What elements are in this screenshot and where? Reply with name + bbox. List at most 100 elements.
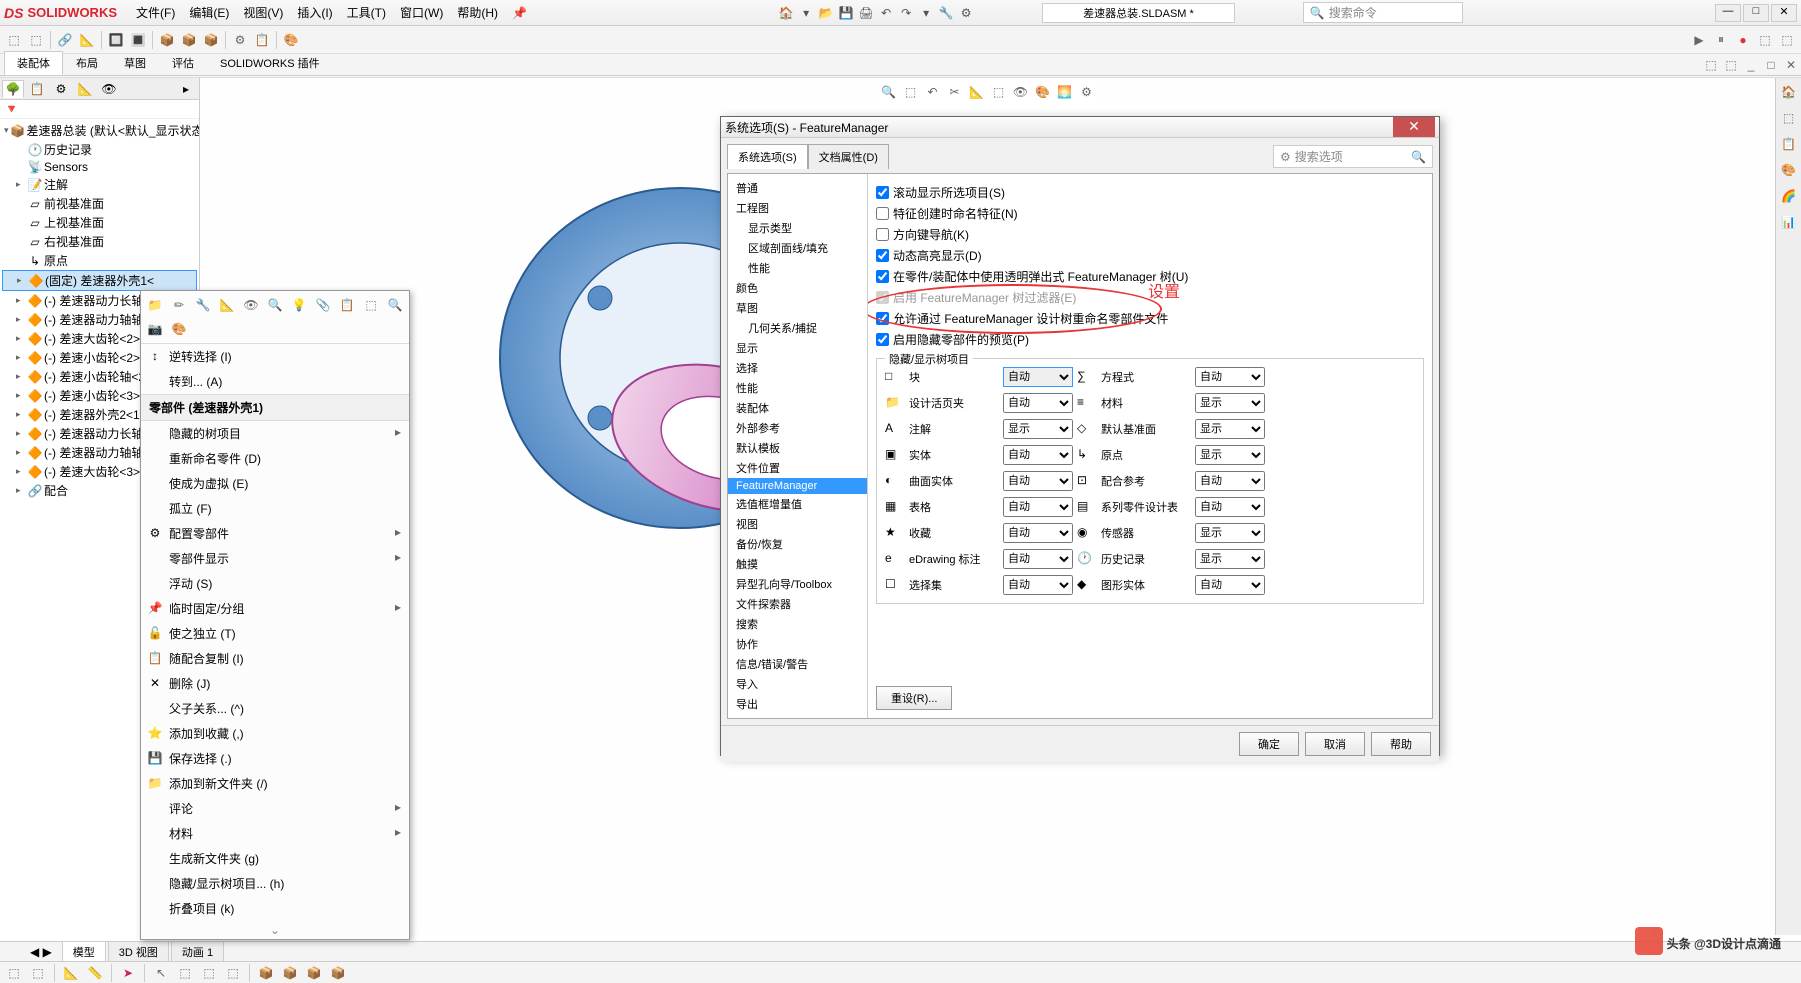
checkbox-row[interactable]: 方向键导航(K) — [876, 224, 1424, 245]
checkbox-row[interactable]: 启用隐藏零部件的预览(P) — [876, 329, 1424, 350]
checkbox-row[interactable]: 滚动显示所选项目(S) — [876, 182, 1424, 203]
ctx-tb-icon[interactable]: 👁 — [241, 295, 261, 315]
ctx-item[interactable]: ⭐添加到收藏 (,) — [141, 721, 409, 746]
view-orient-icon[interactable]: 📐 — [967, 82, 987, 102]
dialog-category[interactable]: 选值框增量值 — [728, 494, 867, 514]
tree-tab-more-icon[interactable]: ▸ — [175, 80, 197, 98]
tree-node[interactable]: ▱前视基准面 — [2, 194, 197, 213]
dropdown-select[interactable]: 自动 — [1003, 367, 1073, 387]
ctx-item[interactable]: 使成为虚拟 (E) — [141, 471, 409, 496]
ctx-tb-icon[interactable]: ⬚ — [361, 295, 381, 315]
sidebar-icon[interactable]: ⬚ — [1779, 108, 1799, 128]
maximize-button[interactable]: □ — [1743, 4, 1769, 22]
sidebar-icon[interactable]: 📋 — [1779, 134, 1799, 154]
ctx-tb-icon[interactable]: 📎 — [313, 295, 333, 315]
dialog-category[interactable]: 装配体 — [728, 398, 867, 418]
sb-icon[interactable]: ⬚ — [199, 963, 219, 983]
dropdown-select[interactable]: 自动 — [1195, 367, 1265, 387]
ctx-item[interactable]: ✕删除 (J) — [141, 671, 409, 696]
save-icon[interactable]: 💾 — [838, 5, 854, 21]
dropdown-select[interactable]: 显示 — [1195, 393, 1265, 413]
sidebar-home-icon[interactable]: 🏠 — [1779, 82, 1799, 102]
record-icon[interactable]: ⬚ — [1777, 30, 1797, 50]
ctx-item[interactable]: 📋随配合复制 (I) — [141, 646, 409, 671]
checkbox-row[interactable]: 允许通过 FeatureManager 设计树重命名零部件文件 — [876, 308, 1424, 329]
menu-tools[interactable]: 工具(T) — [341, 2, 392, 23]
sb-icon[interactable]: 📐 — [61, 963, 81, 983]
ctx-item[interactable]: ⚙配置零部件▸ — [141, 521, 409, 546]
dropdown-select[interactable]: 自动 — [1195, 575, 1265, 595]
tb-icon[interactable]: ⬚ — [26, 30, 46, 50]
tree-node[interactable]: ▱右视基准面 — [2, 232, 197, 251]
checkbox-row[interactable]: 特征创建时命名特征(N) — [876, 203, 1424, 224]
dialog-category[interactable]: 选择 — [728, 358, 867, 378]
view-prev-icon[interactable]: ↶ — [923, 82, 943, 102]
ctx-tb-icon[interactable]: 📷 — [145, 319, 165, 339]
sb-icon[interactable]: 📦 — [304, 963, 324, 983]
sb-icon[interactable]: 📦 — [256, 963, 276, 983]
dialog-category[interactable]: 信息/错误/警告 — [728, 654, 867, 674]
dialog-category[interactable]: 工程图 — [728, 198, 867, 218]
dropdown-select[interactable]: 自动 — [1003, 393, 1073, 413]
checkbox-row[interactable]: 动态高亮显示(D) — [876, 245, 1424, 266]
ctx-item[interactable]: 折叠项目 (k) — [141, 896, 409, 921]
ctx-tb-icon[interactable]: 💡 — [289, 295, 309, 315]
dropdown-select[interactable]: 显示 — [1195, 549, 1265, 569]
ok-button[interactable]: 确定 — [1239, 732, 1299, 756]
ribbon-tab-sketch[interactable]: 草图 — [111, 51, 159, 75]
ctx-more-icon[interactable]: ⌄ — [141, 921, 409, 939]
panel-toggle-icon[interactable]: ⬚ — [1721, 55, 1741, 75]
tree-node[interactable]: ▸🔶(固定) 差速器外壳1< — [2, 270, 197, 291]
tb-icon[interactable]: ⚙ — [230, 30, 250, 50]
dialog-category[interactable]: 颜色 — [728, 278, 867, 298]
dialog-category[interactable]: 文件位置 — [728, 458, 867, 478]
dropdown-select[interactable]: 自动 — [1003, 445, 1073, 465]
dialog-category[interactable]: 性能 — [728, 378, 867, 398]
dropdown-select[interactable]: 自动 — [1003, 523, 1073, 543]
ctx-item[interactable]: 💾保存选择 (.) — [141, 746, 409, 771]
zoom-area-icon[interactable]: ⬚ — [901, 82, 921, 102]
tree-tab-fm-icon[interactable]: 🌳 — [2, 80, 24, 98]
dialog-category[interactable]: 草图 — [728, 298, 867, 318]
tree-root[interactable]: ▾📦 差速器总装 (默认<默认_显示状态-1> — [2, 121, 197, 140]
bottom-tab-model[interactable]: 模型 — [62, 941, 106, 963]
panel-toggle-icon[interactable]: ⬚ — [1701, 55, 1721, 75]
dialog-close-button[interactable]: ✕ — [1393, 117, 1435, 137]
edit-appear-icon[interactable]: 🎨 — [1033, 82, 1053, 102]
dialog-tab-document[interactable]: 文档属性(D) — [808, 144, 889, 169]
dialog-category[interactable]: 区域剖面线/填充 — [728, 238, 867, 258]
dropdown-select[interactable]: 显示 — [1195, 523, 1265, 543]
tb-icon[interactable]: ⬚ — [4, 30, 24, 50]
display-style-icon[interactable]: ⬚ — [989, 82, 1009, 102]
dialog-category[interactable]: 文件探索器 — [728, 594, 867, 614]
dialog-category[interactable]: 外部参考 — [728, 418, 867, 438]
dialog-category[interactable]: 搜索 — [728, 614, 867, 634]
ctx-invert-selection[interactable]: ↕逆转选择 (I) — [141, 344, 409, 369]
tree-tab-cfg-icon[interactable]: ⚙ — [50, 80, 72, 98]
ctx-item[interactable]: 零部件显示▸ — [141, 546, 409, 571]
tb-icon[interactable]: 📋 — [252, 30, 272, 50]
tb-icon[interactable]: 📦 — [179, 30, 199, 50]
menu-file[interactable]: 文件(F) — [130, 2, 181, 23]
ctx-item[interactable]: 浮动 (S) — [141, 571, 409, 596]
search-command-input[interactable]: 🔍 搜索命令 — [1303, 2, 1463, 23]
menu-window[interactable]: 窗口(W) — [394, 2, 449, 23]
tree-tab-pm-icon[interactable]: 📋 — [26, 80, 48, 98]
apply-scene-icon[interactable]: 🌅 — [1055, 82, 1075, 102]
ctx-item[interactable]: 🔓使之独立 (T) — [141, 621, 409, 646]
dialog-category[interactable]: 视图 — [728, 514, 867, 534]
menu-view[interactable]: 视图(V) — [237, 2, 289, 23]
menu-pin-icon[interactable]: 📌 — [506, 4, 533, 22]
tree-node[interactable]: ▸📝注解 — [2, 175, 197, 194]
rebuild-icon[interactable]: 🔧 — [938, 5, 954, 21]
ctx-tb-icon[interactable]: 🔍 — [265, 295, 285, 315]
tb-icon[interactable]: 🎨 — [281, 30, 301, 50]
dialog-search-input[interactable]: ⚙ 搜索选项🔍 — [1273, 145, 1433, 168]
ctx-tb-icon[interactable]: 🎨 — [169, 319, 189, 339]
checkbox-row[interactable]: 在零件/装配体中使用透明弹出式 FeatureManager 树(U) — [876, 266, 1424, 287]
section-icon[interactable]: ✂ — [945, 82, 965, 102]
tree-node[interactable]: ▱上视基准面 — [2, 213, 197, 232]
sidebar-icon[interactable]: 🎨 — [1779, 160, 1799, 180]
dropdown-select[interactable]: 自动 — [1195, 497, 1265, 517]
tb-icon[interactable]: 🔲 — [106, 30, 126, 50]
